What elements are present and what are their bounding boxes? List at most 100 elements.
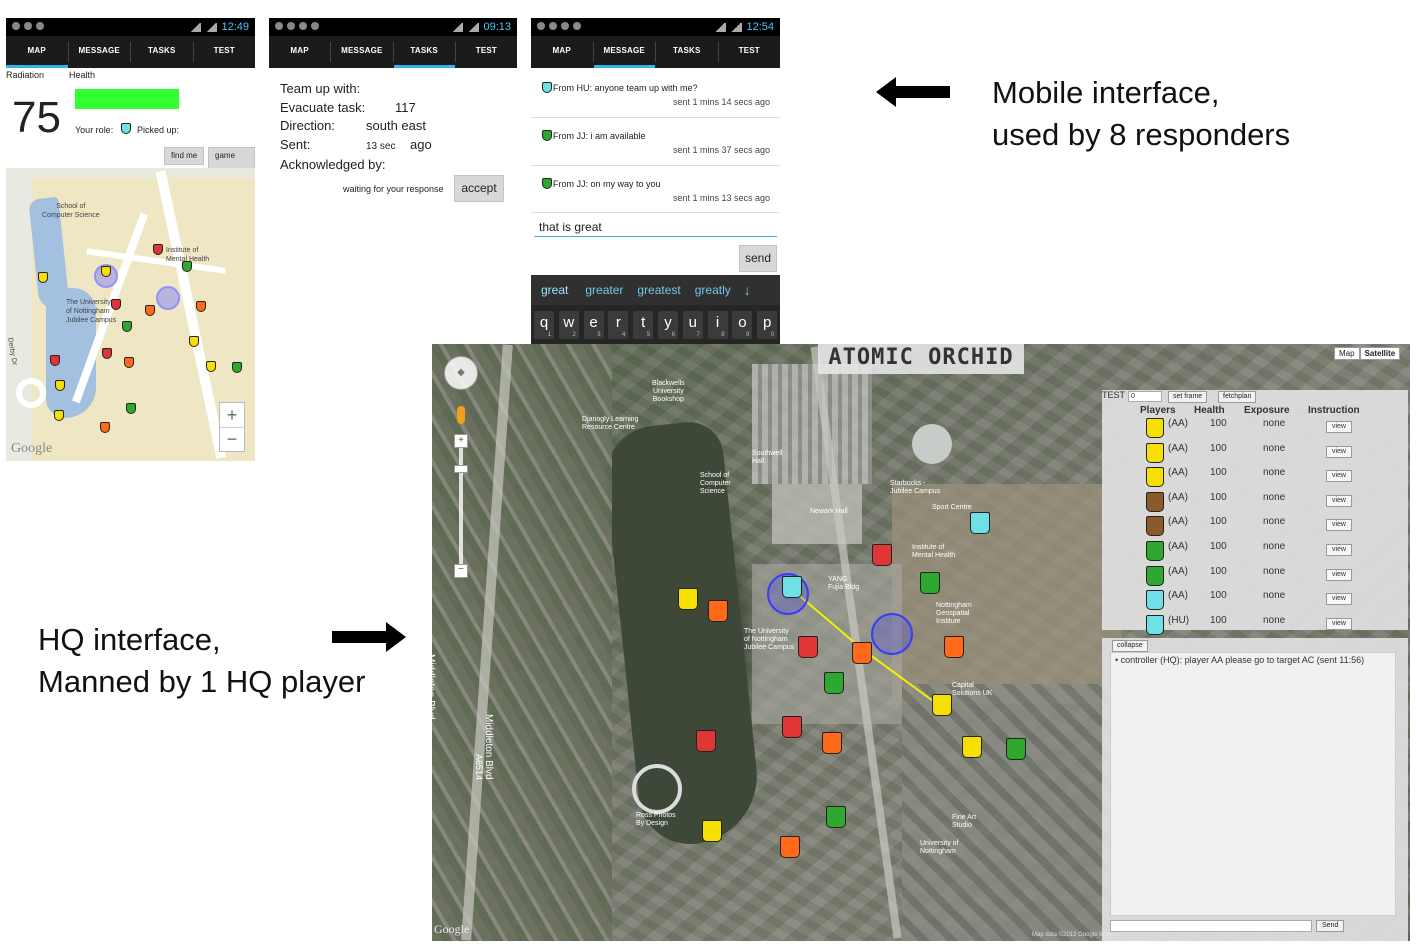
find-me-button[interactable]: find me [164, 147, 205, 165]
street-view-pegman-icon[interactable] [457, 406, 465, 424]
tab-map[interactable]: MAP [290, 46, 309, 55]
target-marker-icon[interactable] [126, 403, 136, 414]
target-marker-icon[interactable] [153, 244, 163, 255]
test-input[interactable]: 0 [1128, 391, 1162, 402]
view-button[interactable]: view [1326, 445, 1352, 458]
player-avatar-icon[interactable] [1146, 491, 1164, 512]
message-item[interactable]: From HU: anyone team up with me? sent 1 … [531, 70, 780, 118]
zoom-in-button[interactable]: + [220, 403, 244, 428]
target-marker-icon[interactable] [798, 636, 818, 658]
zoom-slider[interactable] [459, 434, 463, 574]
view-button[interactable]: view [1326, 544, 1352, 556]
tab-tasks[interactable]: TASKS [147, 46, 176, 55]
target-marker-icon[interactable] [55, 380, 65, 391]
target-marker-icon[interactable] [708, 600, 728, 622]
target-marker-icon[interactable] [232, 362, 242, 373]
target-marker-icon[interactable] [54, 410, 64, 421]
target-marker-icon[interactable] [678, 588, 698, 610]
map-view[interactable]: School of Computer Science Institute of … [6, 168, 255, 461]
suggestion-item[interactable]: greatly [694, 283, 731, 297]
tab-test[interactable]: TEST [738, 46, 760, 55]
chat-send-button[interactable]: Send [1316, 920, 1345, 932]
tab-message[interactable]: MESSAGE [78, 46, 120, 55]
target-marker-icon[interactable] [38, 272, 48, 283]
tab-map[interactable]: MAP [552, 46, 571, 55]
zoom-out-button[interactable]: − [226, 429, 238, 449]
view-button[interactable]: view [1326, 519, 1352, 532]
view-button[interactable]: view [1326, 593, 1352, 606]
tab-test[interactable]: TEST [213, 46, 235, 55]
target-marker-icon[interactable] [102, 348, 112, 359]
target-marker-icon[interactable] [702, 820, 722, 842]
view-button[interactable]: view [1326, 617, 1352, 630]
player-avatar-icon[interactable] [1146, 418, 1164, 438]
collapse-keyboard-icon[interactable]: ↓ [743, 282, 751, 298]
player-marker-icon[interactable] [101, 266, 111, 277]
player-avatar-icon[interactable] [1146, 614, 1164, 635]
target-marker-icon[interactable] [189, 336, 199, 347]
target-marker-icon[interactable] [1006, 738, 1026, 760]
target-marker-icon[interactable] [206, 361, 216, 372]
message-input[interactable]: that is great [534, 217, 777, 237]
target-marker-icon[interactable] [944, 636, 964, 658]
target-marker-icon[interactable] [962, 736, 982, 758]
player-avatar-icon[interactable] [1146, 565, 1164, 586]
player-avatar-icon[interactable] [1146, 442, 1164, 463]
target-marker-icon[interactable] [196, 301, 206, 312]
target-marker-icon[interactable] [50, 355, 60, 366]
suggestion-item[interactable]: greatest [637, 283, 681, 297]
player-marker-icon[interactable] [782, 576, 802, 598]
zoom-handle[interactable] [454, 465, 468, 473]
target-marker-icon[interactable] [920, 572, 940, 594]
collapse-button[interactable]: collapse [1112, 640, 1148, 652]
fetchplan-button[interactable]: fetchplan [1218, 391, 1257, 403]
zoom-in-icon[interactable]: + [454, 434, 468, 448]
target-marker-icon[interactable] [145, 305, 155, 316]
target-marker-icon[interactable] [826, 806, 846, 828]
suggestion-item[interactable]: greater [585, 283, 624, 297]
target-marker-icon[interactable] [822, 732, 842, 754]
target-marker-icon[interactable] [852, 642, 872, 664]
target-marker-icon[interactable] [872, 544, 892, 566]
map-type-map-button[interactable]: Map [1334, 347, 1360, 360]
target-marker-icon[interactable] [932, 694, 952, 716]
target-marker-icon[interactable] [696, 730, 716, 752]
hq-satellite-map[interactable]: ATOMIC ORCHID Map Satellite ◆ + − Blackw… [432, 344, 1410, 941]
set-frame-button[interactable]: set frame [1168, 391, 1208, 403]
player-avatar-icon[interactable] [1146, 590, 1164, 611]
player-avatar-icon[interactable] [1146, 541, 1164, 561]
message-item[interactable]: From JJ: on my way to you sent 1 mins 13… [531, 166, 780, 213]
target-marker-icon[interactable] [124, 357, 134, 368]
target-marker-icon[interactable] [182, 261, 192, 272]
accept-button[interactable]: accept [454, 175, 504, 202]
target-marker-icon[interactable] [780, 836, 800, 858]
player-marker-icon[interactable] [970, 512, 990, 534]
view-button[interactable]: view [1326, 494, 1352, 507]
view-button[interactable]: view [1326, 421, 1352, 433]
zoom-out-icon[interactable]: − [454, 564, 468, 578]
target-marker-icon[interactable] [122, 321, 132, 332]
target-marker-icon[interactable] [824, 672, 844, 694]
tab-message[interactable]: MESSAGE [341, 46, 383, 55]
map-type-satellite-button[interactable]: Satellite [1359, 347, 1401, 360]
target-marker-icon[interactable] [100, 422, 110, 433]
tab-tasks[interactable]: TASKS [393, 36, 455, 68]
suggestion-item[interactable]: great [541, 283, 569, 297]
view-button[interactable]: view [1326, 470, 1352, 483]
tab-map[interactable]: MAP [6, 36, 68, 68]
view-button[interactable]: view [1326, 568, 1352, 581]
player-avatar-icon[interactable] [1146, 516, 1164, 537]
pan-control[interactable]: ◆ [444, 356, 478, 390]
tab-tasks[interactable]: TASKS [672, 46, 701, 55]
send-button[interactable]: send [739, 245, 777, 272]
tab-message[interactable]: MESSAGE [593, 36, 655, 68]
